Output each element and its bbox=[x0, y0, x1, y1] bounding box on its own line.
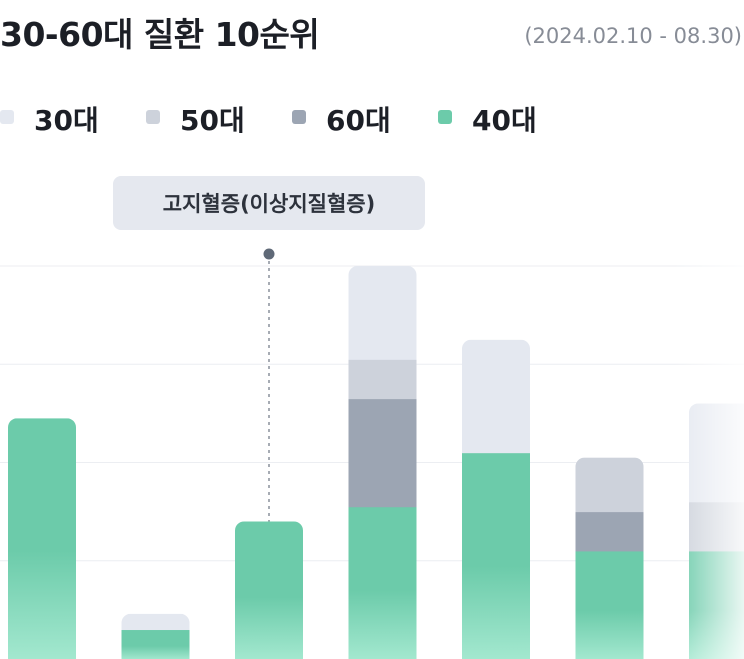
date-range: (2024.02.10 - 08.30) bbox=[524, 24, 742, 48]
legend-swatch-40s bbox=[438, 110, 452, 124]
bar-segment-60대[interactable] bbox=[575, 511, 644, 552]
legend-label-50s: 50대 bbox=[180, 104, 245, 137]
legend-swatch-60s bbox=[292, 110, 306, 124]
bar-segment-40대[interactable] bbox=[462, 452, 530, 659]
bar-segment-30대[interactable] bbox=[348, 266, 417, 360]
bar-segment-60대[interactable] bbox=[348, 398, 417, 508]
bar-segment-40대[interactable] bbox=[8, 418, 76, 659]
legend-swatch-30s bbox=[0, 110, 14, 124]
bar-segment-40대[interactable] bbox=[575, 550, 644, 659]
bar-column[interactable] bbox=[689, 403, 744, 659]
bar-column[interactable] bbox=[8, 418, 76, 659]
bar-segment-40대[interactable] bbox=[121, 629, 190, 659]
bar-segment-30대[interactable] bbox=[462, 339, 530, 454]
legend-label-60s: 60대 bbox=[326, 104, 391, 137]
bar-segment-50대[interactable] bbox=[575, 457, 644, 513]
bar-segment-40대[interactable] bbox=[348, 506, 417, 659]
bar-column[interactable] bbox=[121, 613, 190, 659]
bar-segment-40대[interactable] bbox=[235, 521, 303, 659]
legend-swatch-50s bbox=[146, 110, 160, 124]
bar-column[interactable] bbox=[348, 266, 417, 659]
bar-segment-40대[interactable] bbox=[689, 550, 744, 659]
chart-title: 30-60대 질환 10순위 bbox=[0, 15, 320, 54]
highlight-dot bbox=[263, 248, 275, 260]
bar-segment-50대[interactable] bbox=[348, 359, 417, 400]
legend-label-40s: 40대 bbox=[472, 104, 537, 137]
bar-column[interactable] bbox=[575, 457, 644, 659]
legend-label-30s: 30대 bbox=[34, 104, 99, 137]
bar-segment-30대[interactable] bbox=[121, 613, 190, 631]
bar-column[interactable] bbox=[462, 339, 530, 659]
bar-column[interactable] bbox=[235, 521, 303, 659]
highlight-tooltip: 고지혈증(이상지질혈증) bbox=[113, 176, 425, 230]
bar-segment-50대[interactable] bbox=[689, 501, 744, 552]
bar-segment-30대[interactable] bbox=[689, 403, 744, 503]
